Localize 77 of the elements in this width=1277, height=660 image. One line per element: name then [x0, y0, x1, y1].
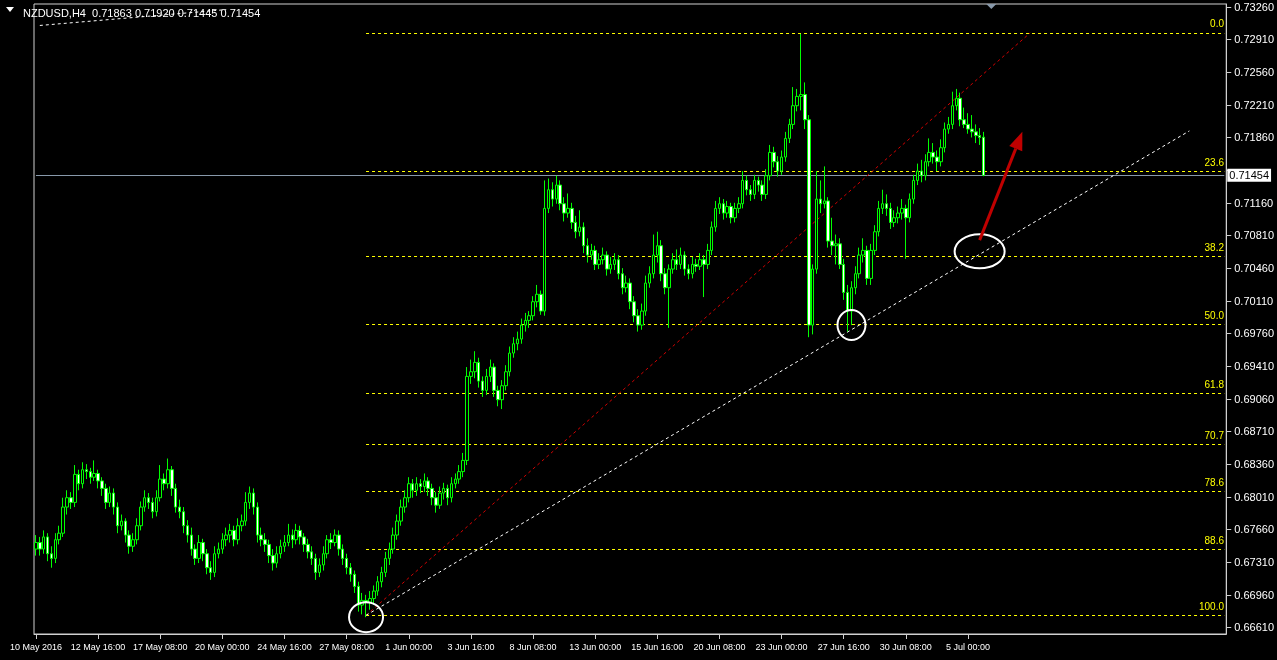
candlestick: [450, 476, 453, 503]
candlestick: [81, 461, 84, 489]
y-tick-label: 0.69760: [1234, 327, 1274, 340]
y-tick-label: 0.69410: [1234, 360, 1274, 373]
candlestick: [605, 250, 609, 277]
chart-title: NZDUSD,H4 0.71863 0.71920 0.71445 0.71454: [23, 6, 261, 19]
annotation: 0.0: [1210, 18, 1225, 30]
candlestick: [966, 112, 970, 135]
candlestick: [73, 464, 77, 508]
candlestick: [213, 545, 216, 578]
y-tick-label: 0.66960: [1234, 588, 1274, 601]
annotation: 23.6: [1204, 156, 1225, 168]
candlestick: [221, 532, 224, 555]
candlestick: [294, 523, 298, 545]
x-tick-label: 27 May 08:00: [319, 641, 374, 652]
y-tick-label: 0.68710: [1234, 425, 1274, 438]
candlestick: [244, 491, 247, 527]
y-tick-label: 0.68360: [1234, 458, 1274, 471]
candlestick: [753, 174, 756, 200]
candlestick: [741, 170, 744, 209]
x-tick-label: 3 Jun 16:00: [447, 641, 495, 652]
y-tick-label: 0.72910: [1234, 33, 1274, 46]
candlestick: [411, 478, 414, 499]
candlestick: [228, 523, 232, 544]
x-tick-label: 10 May 2016: [9, 641, 62, 652]
candlestick: [958, 92, 962, 127]
x-tick-label: 17 May 08:00: [132, 641, 188, 652]
candlestick: [423, 472, 426, 493]
x-tick-label: 30 Jun 08:00: [879, 641, 932, 652]
x-tick-label: 12 May 16:00: [70, 641, 126, 652]
y-tick-label: 0.71860: [1234, 131, 1274, 144]
candlestick: [691, 256, 694, 279]
y-tick-label: 0.70110: [1234, 294, 1274, 307]
y-tick-label: 0.66610: [1234, 621, 1274, 634]
candlestick: [593, 245, 597, 271]
x-tick-label: 8 Jun 08:00: [509, 641, 557, 652]
annotation: 100.0: [1198, 600, 1225, 612]
y-tick-label: 0.70460: [1234, 262, 1274, 275]
annotation: 70.7: [1204, 430, 1225, 442]
x-tick-label: 15 Jun 16:00: [631, 641, 684, 652]
candlestick: [291, 528, 294, 549]
annotation: 38.2: [1204, 241, 1225, 253]
y-tick-label: 0.70810: [1234, 229, 1274, 242]
candlestick: [951, 91, 954, 130]
x-tick-label: 20 May 00:00: [195, 641, 250, 652]
x-tick-label: 23 Jun 00:00: [755, 641, 808, 652]
y-tick-label: 0.73260: [1234, 0, 1274, 13]
candlestick: [729, 202, 733, 224]
x-tick-label: 13 Jun 00:00: [569, 641, 622, 652]
candlestick: [543, 179, 546, 317]
annotation: 61.8: [1204, 378, 1225, 390]
y-tick-label: 0.69060: [1234, 392, 1274, 405]
candlestick: [722, 198, 725, 221]
annotation: 88.6: [1204, 534, 1225, 546]
candlestick: [236, 517, 240, 545]
x-tick-label: 24 May 16:00: [257, 641, 312, 652]
x-tick-label: 20 Jun 08:00: [693, 641, 746, 652]
candlestick: [725, 200, 729, 219]
candlestick: [982, 131, 985, 177]
x-tick-label: 27 Jun 16:00: [817, 641, 870, 652]
y-tick-label: 0.68010: [1234, 490, 1274, 503]
y-tick-label: 0.71160: [1234, 196, 1274, 209]
candlestick: [34, 534, 38, 557]
candlestick: [675, 248, 678, 271]
y-tick-label: 0.72210: [1234, 98, 1274, 111]
x-tick-label: 5 Jul 00:00: [945, 641, 991, 652]
ref-line-label: 0.71454: [1229, 169, 1270, 182]
y-tick-label: 0.67660: [1234, 523, 1274, 536]
candlestick: [197, 534, 201, 564]
annotation: 50.0: [1204, 309, 1225, 321]
candlestick: [683, 250, 686, 277]
candlestick: [415, 476, 418, 497]
y-tick-label: 0.72560: [1234, 66, 1274, 79]
candlestick: [438, 486, 442, 510]
x-tick-label: 1 Jun 00:00: [385, 641, 433, 652]
y-tick-label: 0.67310: [1234, 556, 1274, 569]
annotation: 78.6: [1204, 476, 1225, 488]
